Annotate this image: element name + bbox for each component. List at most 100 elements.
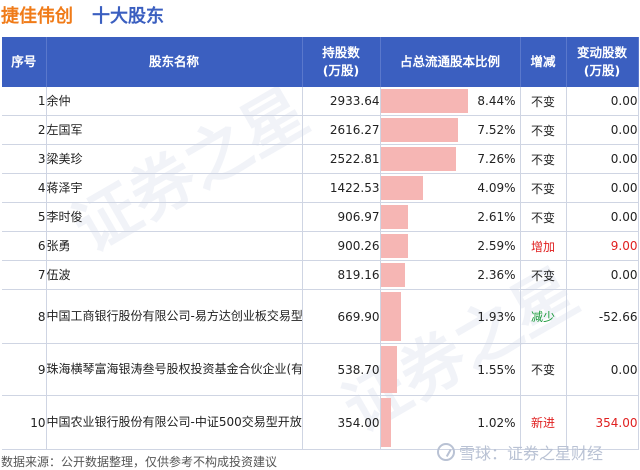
column-header-holding: 持股数 (万股) xyxy=(302,37,381,87)
change-amount-cell: 0.00 xyxy=(566,144,639,174)
page-title: 十大股东 xyxy=(92,6,164,27)
rank-cell: 9 xyxy=(2,343,47,396)
column-header-change: 增减 xyxy=(520,37,567,87)
table-row: 7 伍波 819.16 2.36% 不变 0.00 xyxy=(2,260,639,290)
holding-cell: 819.16 xyxy=(302,260,381,290)
ratio-bar xyxy=(380,205,408,229)
change-status-cell: 不变 xyxy=(520,202,567,232)
change-amount-cell: 0.00 xyxy=(566,173,639,203)
ratio-text: 1.55% xyxy=(477,362,516,377)
shareholder-name-cell: 伍波 xyxy=(46,260,303,290)
ratio-bar xyxy=(380,234,408,258)
ratio-cell: 2.61% xyxy=(380,202,521,232)
table-row: 10中国农业银行股份有限公司-中证500交易型开放式指数证券投资基金354.00… xyxy=(2,395,639,450)
shareholder-name-cell: 李时俊 xyxy=(46,202,303,232)
ratio-bar xyxy=(380,263,405,287)
ratio-cell: 7.26% xyxy=(380,144,521,174)
shareholder-name-cell: 梁美珍 xyxy=(46,144,303,174)
change-status-cell: 减少 xyxy=(520,289,567,344)
ratio-bar xyxy=(380,292,401,341)
holding-cell: 538.70 xyxy=(302,343,381,396)
rank-cell: 6 xyxy=(2,231,47,261)
company-title: 捷佳伟创 xyxy=(1,6,73,27)
change-amount-cell: 0.00 xyxy=(566,343,639,396)
ratio-cell: 8.44% xyxy=(380,87,521,116)
ratio-cell: 1.55% xyxy=(380,343,521,396)
ratio-cell: 7.52% xyxy=(380,115,521,145)
rank-cell: 7 xyxy=(2,260,47,290)
table-header-row: 序号 股东名称 持股数 (万股) 占总流通股本比例 增减 变动股数 (万股) xyxy=(2,37,639,87)
ratio-cell: 1.93% xyxy=(380,289,521,344)
holding-cell: 2616.27 xyxy=(302,115,381,145)
ratio-bar xyxy=(380,398,391,447)
rank-cell: 3 xyxy=(2,144,47,174)
top-shareholders-table: 序号 股东名称 持股数 (万股) 占总流通股本比例 增减 变动股数 (万股) 1 余仲… xyxy=(2,37,639,450)
ratio-text: 2.36% xyxy=(477,268,516,282)
shareholder-name-cell: 中国农业银行股份有限公司-中证500交易型开放式指数证券投资基金 xyxy=(46,395,303,450)
holding-cell: 900.26 xyxy=(302,231,381,261)
ratio-cell: 4.09% xyxy=(380,173,521,203)
ratio-text: 2.61% xyxy=(477,210,516,224)
shareholder-name-cell: 余仲 xyxy=(46,87,303,116)
change-amount-cell: -52.66 xyxy=(566,289,639,344)
holding-cell: 354.00 xyxy=(302,395,381,450)
table-row: 3 梁美珍 2522.81 7.26% 不变 0.00 xyxy=(2,144,639,174)
ratio-cell: 2.59% xyxy=(380,231,521,261)
ratio-cell: 2.36% xyxy=(380,260,521,290)
shareholder-name-cell: 张勇 xyxy=(46,231,303,261)
brand-text: 雪球：证券之星财经 xyxy=(459,444,604,463)
brand-watermark: 雪球：证券之星财经 xyxy=(437,440,603,464)
table-row: 1 余仲 2933.64 8.44% 不变 0.00 xyxy=(2,87,639,116)
ratio-text: 8.44% xyxy=(477,94,516,108)
column-header-name: 股东名称 xyxy=(46,37,303,87)
shareholder-name-cell: 左国军 xyxy=(46,115,303,145)
shareholder-name-cell: 中国工商银行股份有限公司-易方达创业板交易型开放式指数证券投资基金 xyxy=(46,289,303,344)
holding-cell: 669.90 xyxy=(302,289,381,344)
holding-cell: 2522.81 xyxy=(302,144,381,174)
shareholder-name-cell: 珠海横琴富海银涛叁号股权投资基金合伙企业(有限合伙) xyxy=(46,343,303,396)
ratio-text: 7.52% xyxy=(477,123,516,137)
change-amount-cell: 0.00 xyxy=(566,87,639,116)
holding-cell: 906.97 xyxy=(302,202,381,232)
table-row: 2 左国军 2616.27 7.52% 不变 0.00 xyxy=(2,115,639,145)
ratio-bar xyxy=(380,176,423,200)
holding-cell: 2933.64 xyxy=(302,87,381,116)
ratio-bar xyxy=(380,346,397,393)
rank-cell: 4 xyxy=(2,173,47,203)
ratio-bar xyxy=(380,89,468,113)
change-status-cell: 不变 xyxy=(520,173,567,203)
title-bar: 捷佳伟创 十大股东 xyxy=(0,0,640,30)
table-row: 4 蒋泽宇 1422.53 4.09% 不变 0.00 xyxy=(2,173,639,203)
change-amount-cell: 354.00 xyxy=(566,395,639,450)
table-row: 8中国工商银行股份有限公司-易方达创业板交易型开放式指数证券投资基金669.90… xyxy=(2,289,639,344)
change-amount-cell: 9.00 xyxy=(566,231,639,261)
ratio-bar xyxy=(380,147,456,171)
change-amount-cell: 0.00 xyxy=(566,260,639,290)
rank-cell: 8 xyxy=(2,289,47,344)
column-header-ratio: 占总流通股本比例 xyxy=(380,37,521,87)
change-status-cell: 增加 xyxy=(520,231,567,261)
rank-cell: 10 xyxy=(2,395,47,450)
column-header-amount: 变动股数 (万股) xyxy=(566,37,639,87)
ratio-bar xyxy=(380,118,458,142)
data-source-note: 数据来源：公开数据整理，仅供参考不构成投资建议 xyxy=(1,455,278,469)
rank-cell: 5 xyxy=(2,202,47,232)
ratio-text: 4.09% xyxy=(477,181,516,195)
change-amount-cell: 0.00 xyxy=(566,115,639,145)
ratio-text: 1.93% xyxy=(477,309,516,324)
change-status-cell: 新进 xyxy=(520,395,567,450)
snowball-icon xyxy=(437,443,455,461)
change-amount-cell: 0.00 xyxy=(566,202,639,232)
ratio-text: 7.26% xyxy=(477,152,516,166)
change-status-cell: 不变 xyxy=(520,87,567,116)
column-header-rank: 序号 xyxy=(2,37,47,87)
ratio-text: 2.59% xyxy=(477,239,516,253)
change-status-cell: 不变 xyxy=(520,144,567,174)
rank-cell: 2 xyxy=(2,115,47,145)
rank-cell: 1 xyxy=(2,87,47,116)
holding-cell: 1422.53 xyxy=(302,173,381,203)
change-status-cell: 不变 xyxy=(520,343,567,396)
table-row: 5 李时俊 906.97 2.61% 不变 0.00 xyxy=(2,202,639,232)
change-status-cell: 不变 xyxy=(520,260,567,290)
